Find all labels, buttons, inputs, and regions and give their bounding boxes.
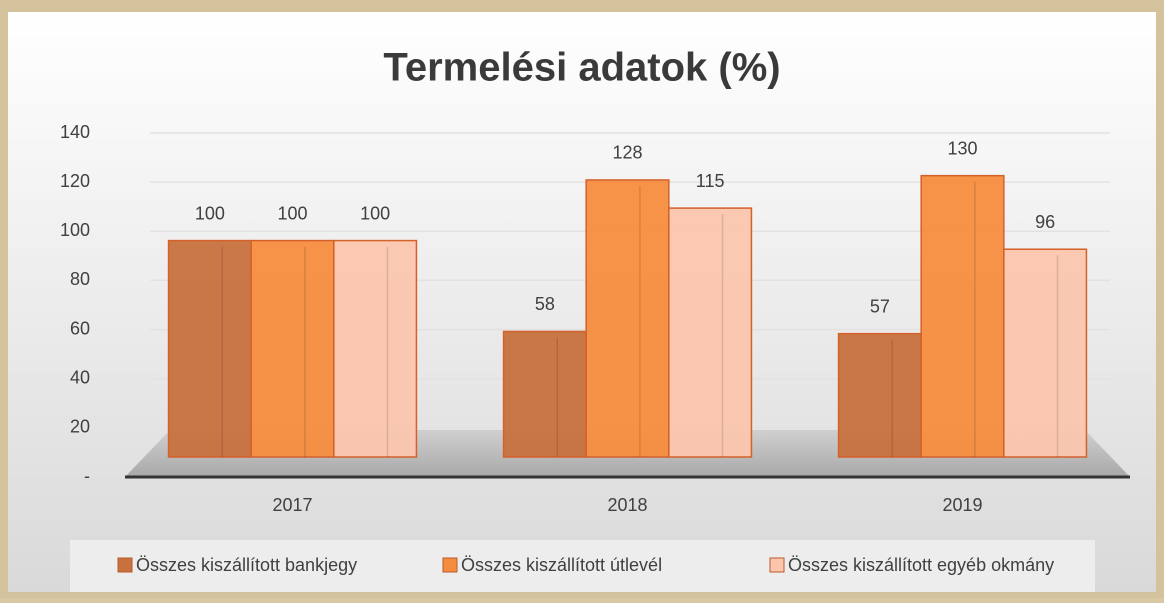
legend-label: Összes kiszállított bankjegy xyxy=(136,555,357,575)
data-label: 128 xyxy=(612,143,642,163)
x-tick-label: 2018 xyxy=(607,495,647,515)
bar xyxy=(668,207,753,458)
bar xyxy=(333,239,418,458)
data-label: 130 xyxy=(947,138,977,158)
data-label: 96 xyxy=(1035,212,1055,232)
legend-label: Összes kiszállított egyéb okmány xyxy=(788,555,1054,575)
bar xyxy=(250,239,335,458)
x-tick-label: 2019 xyxy=(942,495,982,515)
y-tick-label: 80 xyxy=(70,269,90,289)
y-tick-label: 40 xyxy=(70,367,90,387)
bar xyxy=(585,179,670,458)
legend-marker xyxy=(769,557,785,573)
legend-label: Összes kiszállított útlevél xyxy=(461,555,662,575)
y-tick-label: 140 xyxy=(60,122,90,142)
bar xyxy=(502,330,587,458)
bar xyxy=(167,239,252,458)
y-tick-label: - xyxy=(84,466,90,486)
data-label: 100 xyxy=(277,203,307,223)
chart-title: Termelési adatok (%) xyxy=(383,46,780,90)
legend xyxy=(70,540,1095,592)
data-label: 57 xyxy=(870,296,890,316)
data-label: 115 xyxy=(696,171,725,191)
y-tick-label: 120 xyxy=(60,171,90,191)
x-tick-label: 2017 xyxy=(272,495,312,515)
y-tick-label: 100 xyxy=(60,220,90,240)
bar xyxy=(1003,248,1088,458)
y-tick-label: 60 xyxy=(70,318,90,338)
data-label: 100 xyxy=(195,203,225,223)
data-label: 100 xyxy=(360,203,390,223)
y-tick-label: 20 xyxy=(70,417,90,437)
bar xyxy=(920,174,1005,458)
bar xyxy=(837,332,922,458)
legend-marker xyxy=(442,557,458,573)
legend-marker xyxy=(117,557,133,573)
data-label: 58 xyxy=(535,294,555,314)
